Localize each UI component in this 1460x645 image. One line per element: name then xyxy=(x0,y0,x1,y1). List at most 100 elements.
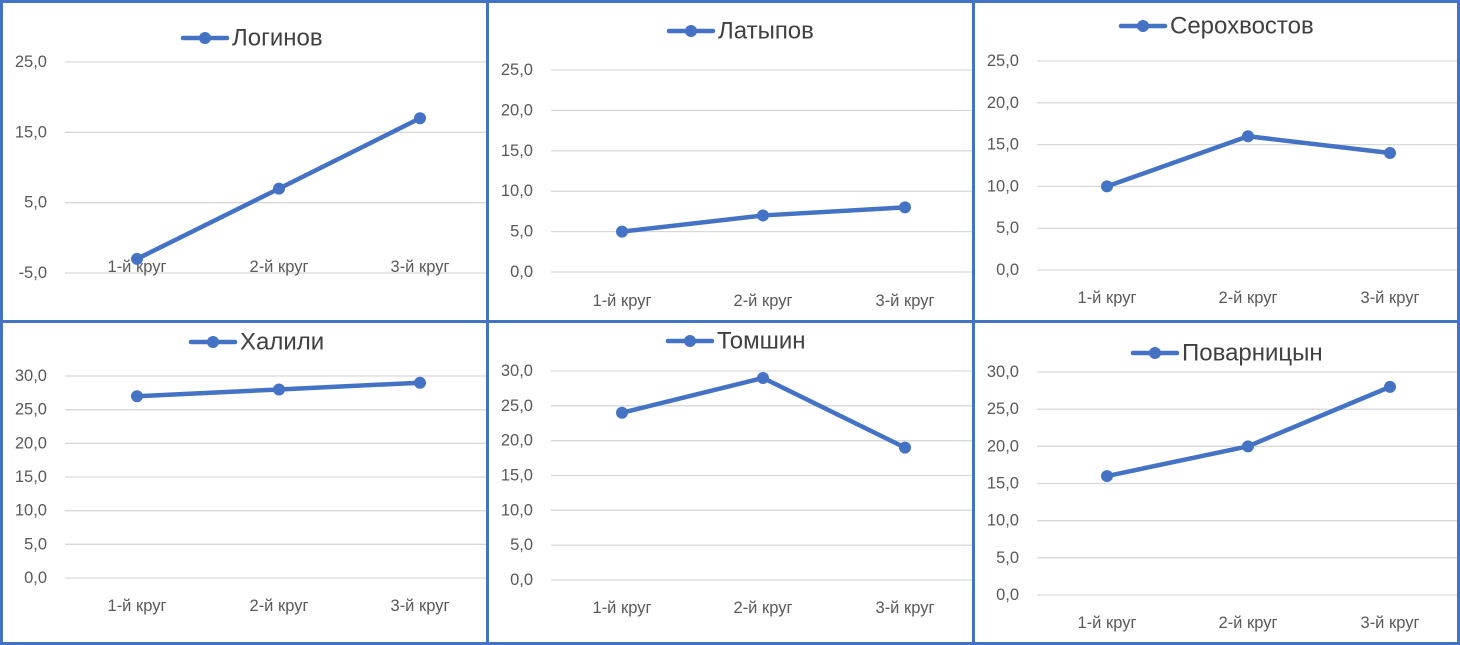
y-tick-label: 25,0 xyxy=(987,52,1019,70)
y-tick-label: 0,0 xyxy=(996,586,1019,604)
chart-panel-loginov: -5,0 5,0 15,0 25,0 1-й круг 2-й круг 3-й круг Л… xyxy=(0,0,489,323)
x-tick-label: 3-й круг xyxy=(876,292,935,310)
data-point xyxy=(273,182,285,195)
y-tick-label: 0,0 xyxy=(510,263,533,281)
data-point xyxy=(131,252,143,265)
x-tick-label: 3-й круг xyxy=(391,597,450,615)
x-tick-label: 1-й круг xyxy=(108,258,167,276)
chart-title: Томшин xyxy=(717,328,806,355)
x-tick-label: 3-й круг xyxy=(1361,289,1420,307)
y-tick-label: 5,0 xyxy=(996,219,1019,237)
x-tick-label: 2-й круг xyxy=(734,599,793,617)
x-tick-label: 1-й круг xyxy=(108,597,167,615)
chart-svg: 0,0 5,0 10,0 15,0 20,0 25,0 1-й круг 2-й круг 3-… xyxy=(501,18,972,310)
y-tick-label: 5,0 xyxy=(996,549,1019,567)
legend: Серохвостов xyxy=(1118,13,1314,40)
x-tick-label: 2-й круг xyxy=(250,597,309,615)
data-point xyxy=(899,441,911,454)
chart-title: Логинов xyxy=(232,25,323,52)
y-tick-label: 15,0 xyxy=(15,123,47,141)
data-point xyxy=(757,371,769,384)
data-point xyxy=(1101,470,1113,483)
data-point xyxy=(616,406,628,419)
legend-marker-icon xyxy=(685,25,697,37)
y-tick-label: 5,0 xyxy=(510,223,533,241)
data-point xyxy=(414,376,426,389)
y-tick-label: 25,0 xyxy=(987,400,1019,418)
y-tick-label: 15,0 xyxy=(987,475,1019,493)
data-point xyxy=(1101,180,1113,193)
chart-panel-latypov: 0,0 5,0 10,0 15,0 20,0 25,0 1-й круг 2-й круг 3-… xyxy=(486,0,975,323)
legend: Халили xyxy=(188,329,324,356)
chart-title: Серохвостов xyxy=(1170,13,1314,40)
y-tick-label: 20,0 xyxy=(15,434,47,452)
x-tick-label: 1-й круг xyxy=(593,599,652,617)
data-point xyxy=(1384,380,1396,393)
y-tick-label: 15,0 xyxy=(987,136,1019,154)
y-tick-label: 20,0 xyxy=(501,432,533,450)
y-tick-label: 30,0 xyxy=(987,363,1019,381)
data-point xyxy=(1242,440,1254,453)
y-tick-label: 25,0 xyxy=(15,401,47,419)
y-tick-label: 5,0 xyxy=(24,535,47,553)
y-tick-label: 5,0 xyxy=(510,536,533,554)
y-tick-label: 10,0 xyxy=(987,512,1019,530)
chart-svg: 0,0 5,0 10,0 15,0 20,0 25,0 30,0 1-й круг 2-й кр… xyxy=(15,329,486,615)
y-tick-label: 30,0 xyxy=(15,367,47,385)
legend-marker-icon xyxy=(1149,347,1161,359)
x-tick-label: 2-й круг xyxy=(1219,289,1278,307)
y-tick-label: 5,0 xyxy=(24,194,47,212)
data-point xyxy=(757,209,769,222)
x-tick-label: 2-й круг xyxy=(734,292,793,310)
chart-svg: 0,0 5,0 10,0 15,0 20,0 25,0 30,0 1-й круг 2-й кр… xyxy=(501,328,972,617)
y-tick-label: 30,0 xyxy=(501,362,533,380)
y-tick-label: 15,0 xyxy=(501,142,533,160)
chart-title: Поварницын xyxy=(1182,340,1323,367)
y-tick-label: 0,0 xyxy=(510,571,533,589)
x-tick-label: 3-й круг xyxy=(876,599,935,617)
series-line xyxy=(1104,133,1393,189)
data-point xyxy=(899,201,911,214)
data-point xyxy=(131,390,143,403)
data-point xyxy=(414,112,426,125)
legend: Логинов xyxy=(180,25,323,52)
x-tick-label: 1-й круг xyxy=(593,292,652,310)
data-point xyxy=(616,225,628,238)
y-tick-label: 10,0 xyxy=(501,501,533,519)
legend-marker-icon xyxy=(1137,20,1149,32)
x-tick-label: 3-й круг xyxy=(391,258,450,276)
chart-panel-serokhvostov: 0,0 5,0 10,0 15,0 20,0 25,0 1-й круг 2-й круг 3-… xyxy=(972,0,1460,323)
y-tick-label: 20,0 xyxy=(987,437,1019,455)
legend-marker-icon xyxy=(207,336,219,348)
legend: Латыпов xyxy=(666,18,814,45)
legend-marker-icon xyxy=(684,335,696,347)
y-tick-label: -5,0 xyxy=(19,264,47,282)
chart-panel-povarnitsyn: 0,0 5,0 10,0 15,0 20,0 25,0 30,0 1-й круг 2-й кр… xyxy=(972,320,1460,645)
data-point xyxy=(1384,146,1396,159)
chart-title: Латыпов xyxy=(718,18,814,45)
x-tick-label: 1-й круг xyxy=(1078,614,1137,632)
legend-marker-icon xyxy=(199,32,211,44)
y-tick-label: 20,0 xyxy=(501,101,533,119)
data-point xyxy=(273,383,285,396)
legend: Поварницын xyxy=(1130,340,1323,367)
chart-title: Халили xyxy=(240,329,324,356)
y-tick-label: 20,0 xyxy=(987,94,1019,112)
x-tick-label: 2-й круг xyxy=(250,258,309,276)
chart-svg: -5,0 5,0 15,0 25,0 1-й круг 2-й круг 3-й круг Л… xyxy=(15,25,486,282)
chart-svg: 0,0 5,0 10,0 15,0 20,0 25,0 30,0 1-й круг 2-й кр… xyxy=(987,340,1457,632)
y-tick-label: 10,0 xyxy=(987,177,1019,195)
legend: Томшин xyxy=(665,328,806,355)
y-tick-label: 10,0 xyxy=(15,502,47,520)
y-tick-label: 0,0 xyxy=(996,261,1019,279)
y-tick-label: 10,0 xyxy=(501,182,533,200)
chart-svg: 0,0 5,0 10,0 15,0 20,0 25,0 1-й круг 2-й круг 3-… xyxy=(987,13,1457,307)
y-tick-label: 25,0 xyxy=(15,53,47,71)
y-tick-label: 15,0 xyxy=(501,467,533,485)
series-line xyxy=(1104,384,1393,479)
y-tick-label: 15,0 xyxy=(15,468,47,486)
y-tick-label: 25,0 xyxy=(501,61,533,79)
x-tick-label: 2-й круг xyxy=(1219,614,1278,632)
x-tick-label: 1-й круг xyxy=(1078,289,1137,307)
